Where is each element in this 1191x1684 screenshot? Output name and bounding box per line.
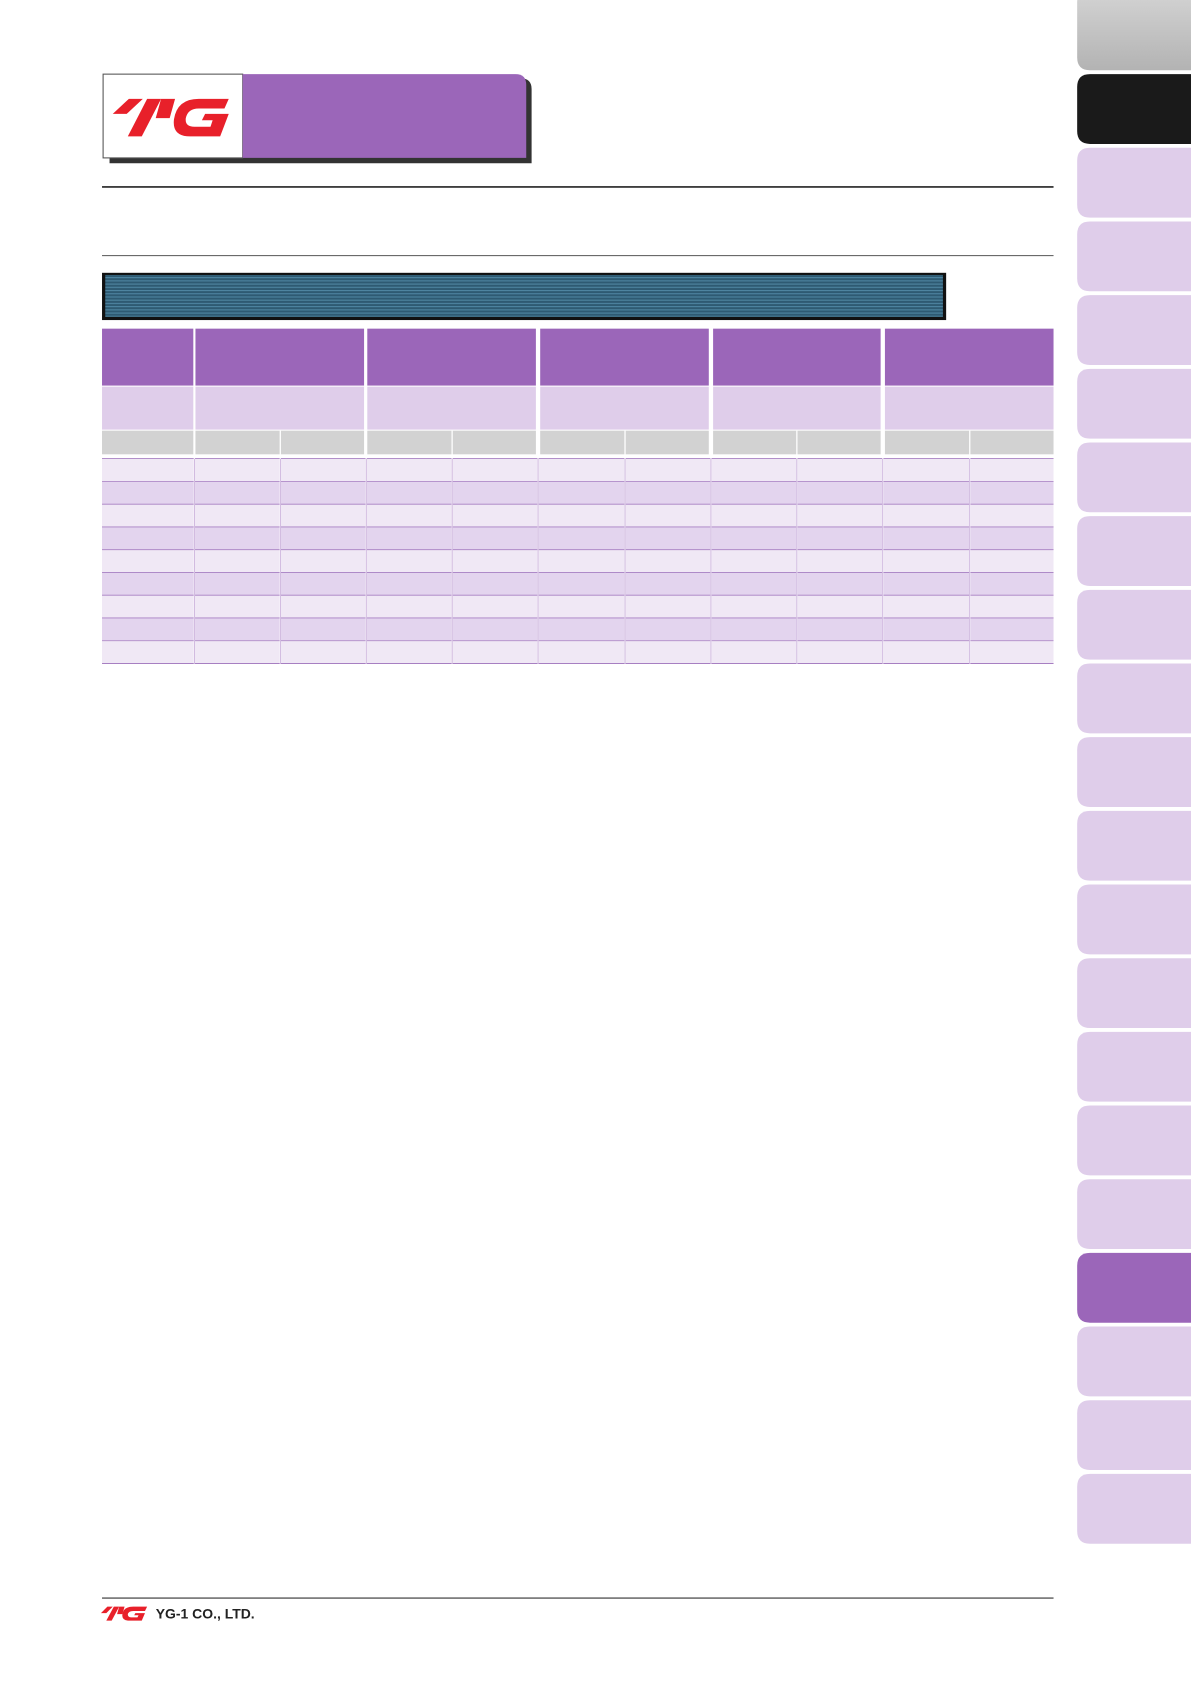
side-tab <box>1077 1400 1191 1471</box>
subheader-cell <box>884 386 1054 430</box>
side-tab <box>1077 442 1191 513</box>
unit-cell <box>102 430 194 455</box>
side-tab <box>1077 1031 1191 1102</box>
header-cell <box>195 328 365 386</box>
subheader-cell <box>367 386 536 430</box>
header-cell <box>540 328 709 386</box>
side-tab <box>1077 1473 1191 1544</box>
header-cell <box>884 328 1054 386</box>
side-tab <box>1077 884 1191 955</box>
side-tab <box>1077 589 1191 660</box>
header-cell <box>102 328 194 386</box>
table-row <box>102 640 1054 664</box>
side-tab <box>1077 0 1191 71</box>
subheader-cell <box>195 386 365 430</box>
side-tab <box>1077 295 1191 365</box>
side-tab <box>1077 1179 1191 1250</box>
subheader-cell <box>102 386 194 430</box>
footer-company: YG-1 CO., LTD. <box>156 1605 255 1621</box>
side-tab <box>1077 1252 1191 1323</box>
side-tab <box>1077 1326 1191 1397</box>
side-tab <box>1077 958 1191 1029</box>
subheader-cell <box>713 386 881 430</box>
side-tab <box>1077 516 1191 586</box>
side-tab <box>1077 221 1191 292</box>
header-logo-block <box>102 73 532 164</box>
side-tab <box>1077 74 1191 144</box>
table-row <box>102 595 1054 618</box>
table-row <box>102 526 1054 550</box>
table-row <box>102 572 1054 596</box>
side-tab <box>1077 147 1191 218</box>
table-row <box>102 504 1054 527</box>
side-tab <box>1077 737 1191 807</box>
subheader-cell <box>540 386 709 430</box>
logo <box>112 98 229 137</box>
side-tab <box>1077 810 1191 881</box>
table <box>102 328 1054 665</box>
header-cell <box>367 328 536 386</box>
table-row <box>102 617 1054 641</box>
table-row <box>102 549 1054 573</box>
footer-logo <box>100 1606 148 1621</box>
side-tabs <box>1077 0 1191 1544</box>
side-tab <box>1077 368 1191 439</box>
section-bar <box>102 272 947 321</box>
header-cell <box>713 328 881 386</box>
side-tab <box>1077 663 1191 734</box>
side-tab <box>1077 1105 1191 1176</box>
table-row <box>102 481 1054 505</box>
table-row <box>102 458 1054 482</box>
